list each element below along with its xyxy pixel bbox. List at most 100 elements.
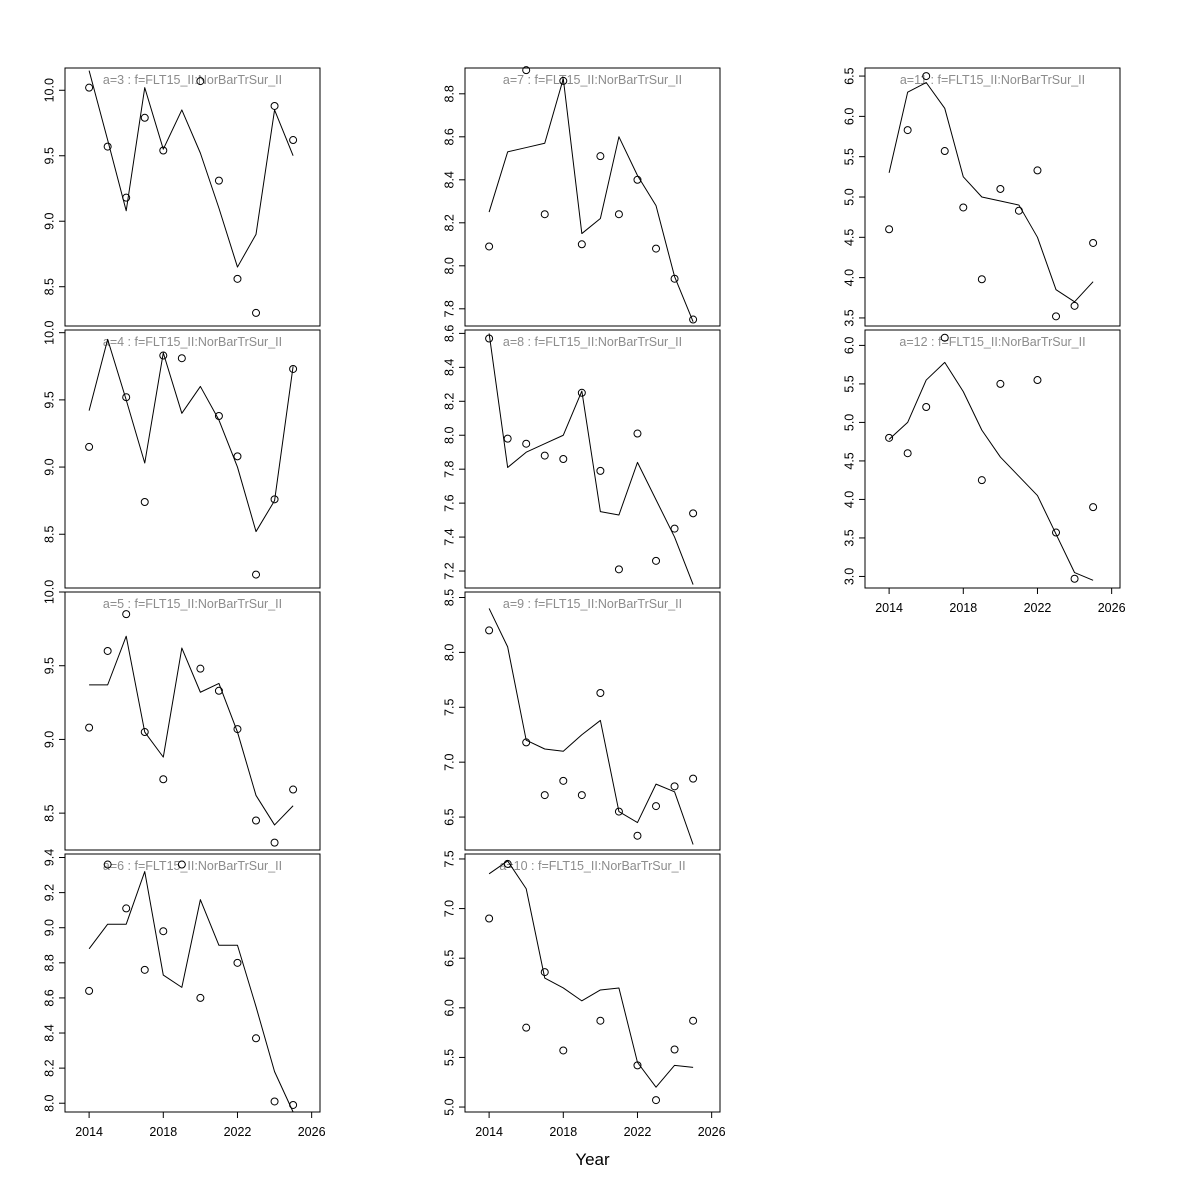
y-tick-label: 8.0 <box>442 427 456 444</box>
data-point <box>122 393 131 402</box>
data-point <box>903 126 912 135</box>
plot-box <box>464 591 721 851</box>
y-tick-label: 3.5 <box>842 309 856 326</box>
data-point <box>214 176 223 185</box>
data-point <box>996 184 1005 193</box>
data-point <box>540 968 549 977</box>
data-point <box>252 570 261 579</box>
data-point <box>1052 312 1061 321</box>
y-tick-label: 8.2 <box>442 214 456 231</box>
y-tick-label: 8.8 <box>42 954 56 971</box>
data-point <box>689 315 698 324</box>
x-tick-label: 2018 <box>949 601 977 615</box>
x-tick-label: 2026 <box>698 1125 726 1139</box>
fitted-line <box>488 333 694 585</box>
y-tick-label: 6.5 <box>442 949 456 966</box>
fitted-line <box>488 78 694 322</box>
y-tick-label: 8.6 <box>42 989 56 1006</box>
data-point <box>614 807 623 816</box>
data-point <box>940 333 949 342</box>
data-point <box>652 556 661 565</box>
data-point <box>159 351 168 360</box>
data-point <box>689 1016 698 1025</box>
chart-panel-a7: 7.8 8.0 8.2 8.4 8.6 8.8 a=7 : f=FLT15_II:NorBa… <box>442 66 721 327</box>
data-point <box>885 225 894 234</box>
data-point <box>196 664 205 673</box>
fitted-line <box>488 860 694 1088</box>
data-point <box>559 776 568 785</box>
chart-panel-a11: 3.5 4.0 4.5 5.0 5.5 6.0 6.5 a=11 : f=FLT15_II:N… <box>842 67 1121 327</box>
data-point <box>252 308 261 317</box>
y-tick-label: 5.0 <box>442 1098 456 1115</box>
data-point <box>140 965 149 974</box>
data-point <box>1014 206 1023 215</box>
data-point <box>652 244 661 253</box>
data-point <box>122 193 131 202</box>
data-point <box>159 146 168 155</box>
chart-panel-a4: 8.5 9.0 9.5 10.0 a=4 : f=FLT15_II:NorBarTrSu… <box>42 320 321 589</box>
plot-box <box>64 853 321 1113</box>
data-point <box>633 175 642 184</box>
data-point <box>485 334 494 343</box>
y-tick-label: 6.5 <box>442 808 456 825</box>
y-tick-label: 10.0 <box>42 580 56 604</box>
data-point <box>596 689 605 698</box>
y-tick-label: 7.5 <box>442 699 456 716</box>
y-tick-label: 8.0 <box>442 644 456 661</box>
data-point <box>1052 528 1061 537</box>
x-axis-title: Year <box>575 1150 610 1169</box>
y-tick-label: 7.0 <box>442 900 456 917</box>
x-tick-label: 2014 <box>75 1125 103 1139</box>
data-point <box>1089 503 1098 512</box>
y-tick-label: 8.5 <box>42 278 56 295</box>
data-point <box>540 791 549 800</box>
data-point <box>289 136 298 145</box>
data-point <box>485 242 494 251</box>
data-point <box>159 927 168 936</box>
data-point <box>903 449 912 458</box>
data-point <box>196 993 205 1002</box>
data-point <box>1070 574 1079 583</box>
y-tick-label: 5.5 <box>842 148 856 165</box>
fitted-line <box>488 608 694 845</box>
data-point <box>977 275 986 284</box>
data-point <box>270 495 279 504</box>
y-tick-label: 6.0 <box>842 108 856 125</box>
data-point <box>85 442 94 451</box>
data-point <box>140 113 149 122</box>
fitted-line <box>89 635 294 826</box>
data-point <box>522 1023 531 1032</box>
data-point <box>614 210 623 219</box>
x-tick-label: 2014 <box>475 1125 503 1139</box>
data-point <box>633 831 642 840</box>
fitted-line <box>888 361 1094 581</box>
data-point <box>885 433 894 442</box>
data-point <box>122 904 131 913</box>
panel-title: a=5 : f=FLT15_II:NorBarTrSur_II <box>103 597 282 611</box>
y-tick-label: 7.8 <box>442 300 456 317</box>
panel-title: a=9 : f=FLT15_II:NorBarTrSur_II <box>503 597 682 611</box>
y-tick-label: 9.5 <box>42 147 56 164</box>
data-point <box>959 203 968 212</box>
y-tick-label: 7.8 <box>442 460 456 477</box>
data-point <box>214 412 223 420</box>
data-point <box>596 466 605 475</box>
y-tick-label: 7.0 <box>442 753 456 770</box>
x-tick-label: 2022 <box>224 1125 252 1139</box>
panel-title: a=4 : f=FLT15_II:NorBarTrSur_II <box>103 335 282 349</box>
y-tick-label: 6.0 <box>442 999 456 1016</box>
panel-title: a=3 : f=FLT15_II:NorBarTrSur_II <box>103 73 282 87</box>
data-point <box>577 791 586 800</box>
y-tick-label: 3.5 <box>842 529 856 546</box>
data-point <box>270 838 279 847</box>
y-tick-label: 9.5 <box>42 657 56 674</box>
data-point <box>289 364 298 373</box>
data-point <box>177 860 186 869</box>
y-tick-label: 9.0 <box>42 919 56 936</box>
data-point <box>940 147 949 156</box>
y-tick-label: 4.5 <box>842 229 856 246</box>
y-tick-label: 8.2 <box>42 1059 56 1076</box>
data-point <box>996 379 1005 388</box>
data-point <box>922 403 931 412</box>
